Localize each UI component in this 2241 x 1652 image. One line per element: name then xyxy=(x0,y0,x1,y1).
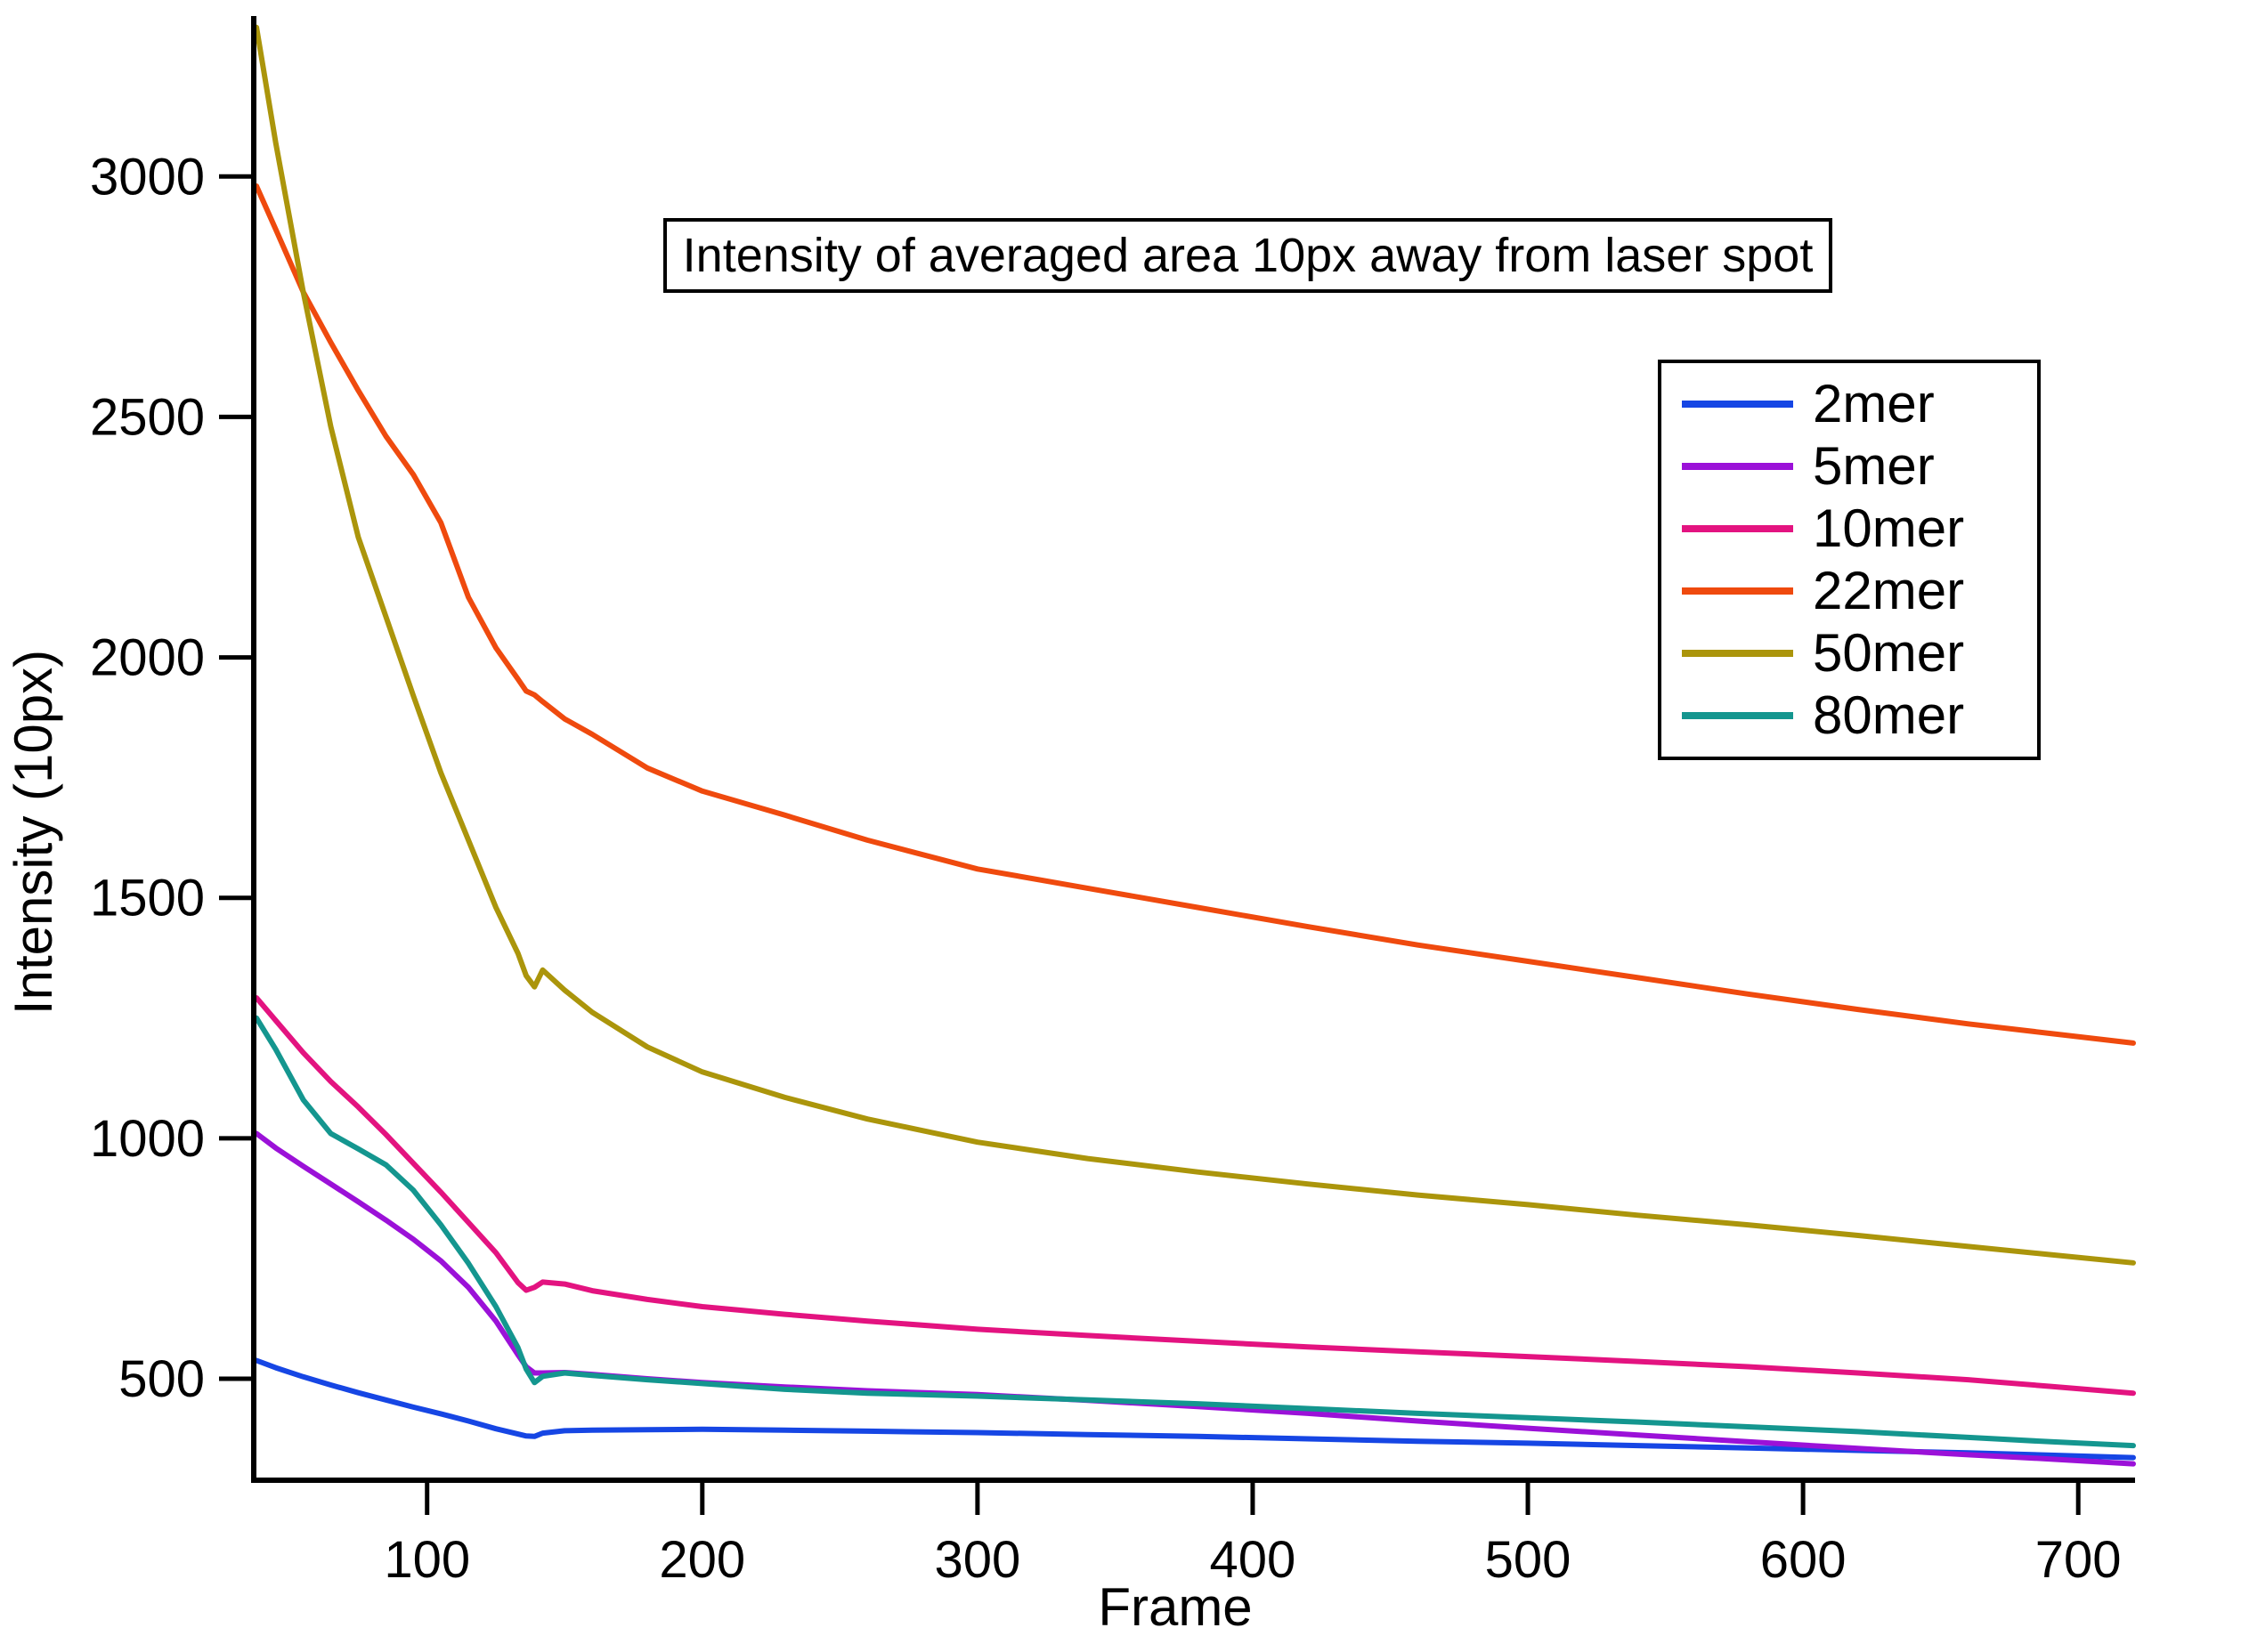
chart-title: Intensity of averaged area 10px away fro… xyxy=(682,229,1814,282)
legend-label-2mer: 2mer xyxy=(1813,374,1935,433)
chart-title-box: Intensity of averaged area 10px away fro… xyxy=(663,218,1832,293)
y-axis-title: Intensity (10px) xyxy=(4,650,63,1015)
legend-swatch-5mer xyxy=(1682,463,1793,470)
y-tick-label: 3000 xyxy=(90,148,205,206)
legend-label-22mer: 22mer xyxy=(1813,561,1965,620)
legend-swatch-2mer xyxy=(1682,401,1793,408)
x-tick-label: 600 xyxy=(1760,1531,1847,1589)
series-line-2mer xyxy=(254,1357,2136,1461)
series-line-10mer xyxy=(254,995,2136,1397)
y-axis-ticks: 500 1000 1500 2000 2500 3000 xyxy=(90,148,254,1408)
x-axis-title: Frame xyxy=(1098,1577,1252,1637)
y-tick-label: 2500 xyxy=(90,388,205,446)
x-axis-ticks: 100 200 300 400 500 600 700 xyxy=(384,1480,2122,1589)
legend-item-22mer: 22mer xyxy=(1661,560,2037,622)
x-tick-label: 100 xyxy=(384,1531,470,1589)
x-tick-label: 300 xyxy=(934,1531,1020,1589)
y-tick-label: 1500 xyxy=(90,870,205,927)
legend-item-10mer: 10mer xyxy=(1661,498,2037,560)
legend-item-5mer: 5mer xyxy=(1661,435,2037,498)
legend-label-10mer: 10mer xyxy=(1813,498,1965,558)
y-tick-label: 500 xyxy=(118,1350,205,1408)
legend-swatch-22mer xyxy=(1682,587,1793,595)
y-tick-label: 1000 xyxy=(90,1110,205,1168)
series-line-50mer xyxy=(254,24,2136,1266)
legend-item-50mer: 50mer xyxy=(1661,622,2037,684)
legend-swatch-50mer xyxy=(1682,650,1793,657)
series-line-80mer xyxy=(254,1015,2136,1449)
series-line-22mer xyxy=(254,183,2136,1046)
legend-label-5mer: 5mer xyxy=(1813,436,1935,496)
legend-label-50mer: 50mer xyxy=(1813,623,1965,683)
legend-item-2mer: 2mer xyxy=(1661,373,2037,435)
axes xyxy=(251,16,2135,1483)
x-tick-label: 400 xyxy=(1210,1531,1296,1589)
legend-swatch-80mer xyxy=(1682,712,1793,719)
x-tick-label: 200 xyxy=(659,1531,745,1589)
series-line-5mer xyxy=(254,1130,2136,1467)
legend: 2mer 5mer 10mer 22mer 50mer 80mer xyxy=(1658,360,2041,760)
x-tick-label: 700 xyxy=(2035,1531,2122,1589)
x-tick-label: 500 xyxy=(1485,1531,1571,1589)
legend-item-80mer: 80mer xyxy=(1661,684,2037,747)
y-tick-label: 2000 xyxy=(90,629,205,687)
legend-swatch-10mer xyxy=(1682,525,1793,532)
legend-label-80mer: 80mer xyxy=(1813,685,1965,745)
series-lines xyxy=(254,24,2136,1467)
